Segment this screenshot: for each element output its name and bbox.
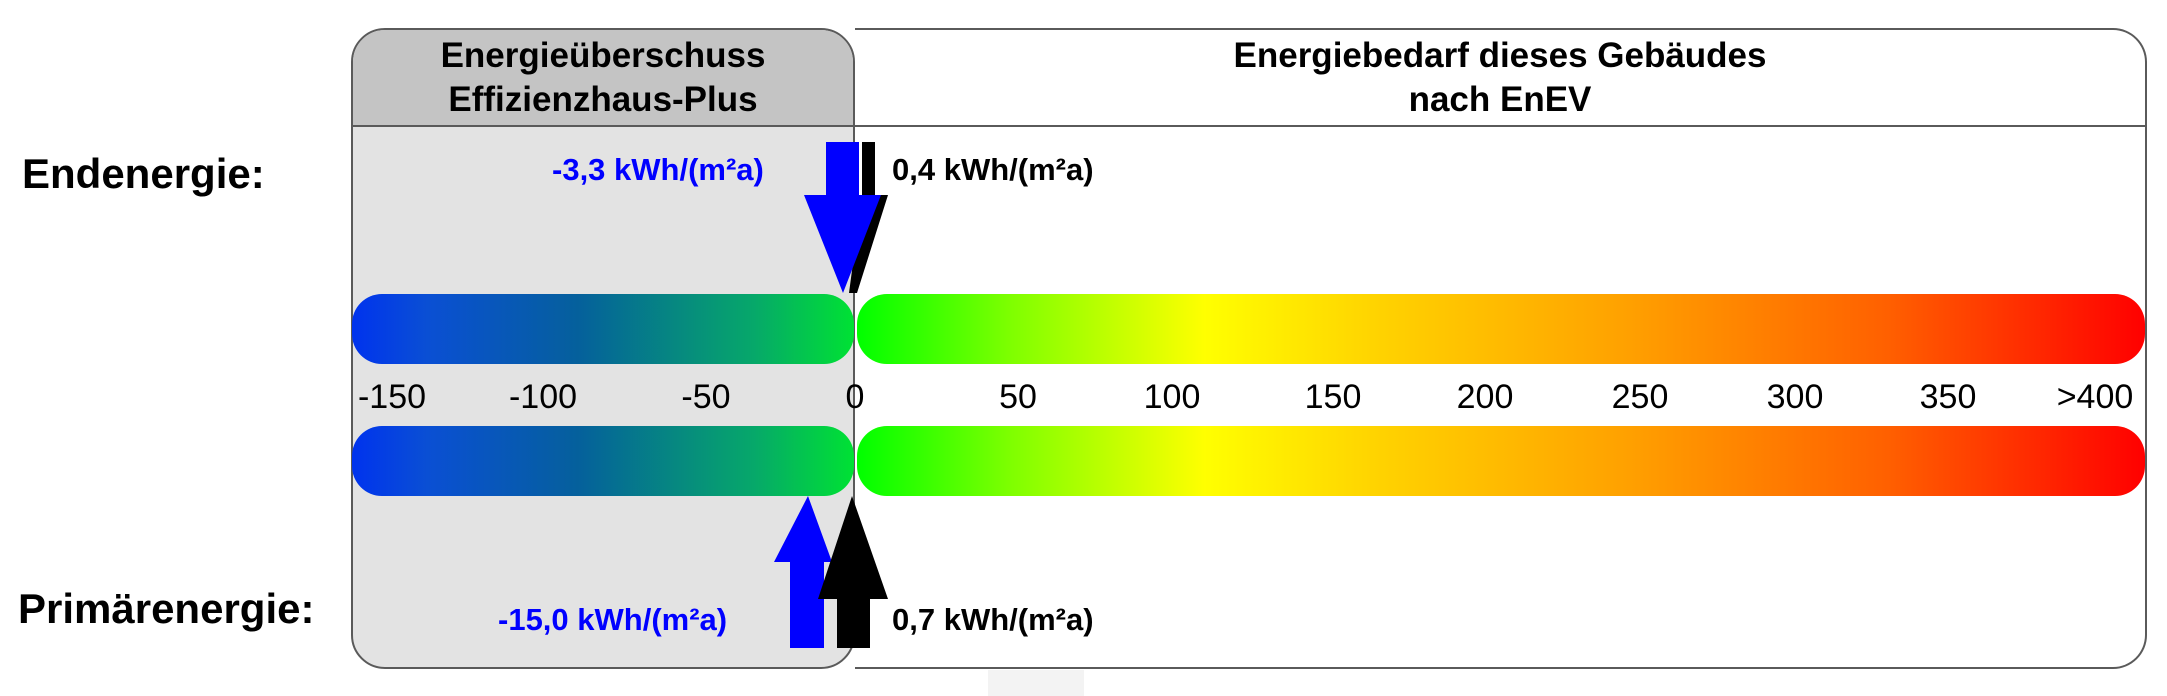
scale-tick-label: -100	[508, 378, 578, 416]
demand-header-title-line2: nach EnEV	[1408, 80, 1592, 119]
final-energy-demand-scale-bar	[857, 294, 2145, 364]
scale-tick-label: 350	[1919, 378, 1977, 416]
primary-energy-surplus-scale-bar	[352, 426, 854, 496]
primary-energy-surplus-arrow	[774, 496, 832, 648]
footer-blank-strip	[988, 670, 1084, 696]
scale-tick-label: 150	[1304, 378, 1362, 416]
scale-tick-label: -150	[357, 378, 427, 416]
final-energy-surplus-value: -3,3 kWh/(m²a)	[552, 152, 764, 187]
final-energy-surplus-scale-bar	[352, 294, 854, 364]
scale-tick-label: -50	[681, 378, 731, 416]
primary-energy-surplus-value: -15,0 kWh/(m²a)	[498, 602, 728, 637]
surplus-header-title-line2: Effizienzhaus-Plus	[448, 80, 758, 119]
surplus-panel-header: Energieüberschuss Effizienzhaus-Plus	[353, 30, 853, 127]
scale-tick-label: 300	[1766, 378, 1824, 416]
scale-tick-label: >400	[2056, 378, 2134, 416]
surplus-header-title-line1: Energieüberschuss	[440, 36, 766, 75]
scale-tick-label: 100	[1143, 378, 1201, 416]
demand-panel-header: Energiebedarf dieses Gebäudes nach EnEV	[855, 30, 2145, 127]
primary-energy-demand-scale-bar	[857, 426, 2145, 496]
final-energy-demand-value: 0,4 kWh/(m²a)	[892, 152, 1094, 187]
scale-tick-label: 0	[845, 378, 865, 416]
scale-tick-label: 200	[1456, 378, 1514, 416]
primary-energy-label: Primärenergie:	[18, 585, 315, 632]
final-energy-surplus-arrow	[804, 142, 881, 293]
primary-energy-demand-arrow	[818, 496, 888, 648]
final-energy-label: Endenergie:	[22, 150, 265, 197]
primary-energy-demand-value: 0,7 kWh/(m²a)	[892, 602, 1094, 637]
scale-tick-label: 250	[1611, 378, 1669, 416]
demand-header-title-line1: Energiebedarf dieses Gebäudes	[1233, 36, 1767, 75]
scale-tick-label: 50	[999, 378, 1037, 416]
